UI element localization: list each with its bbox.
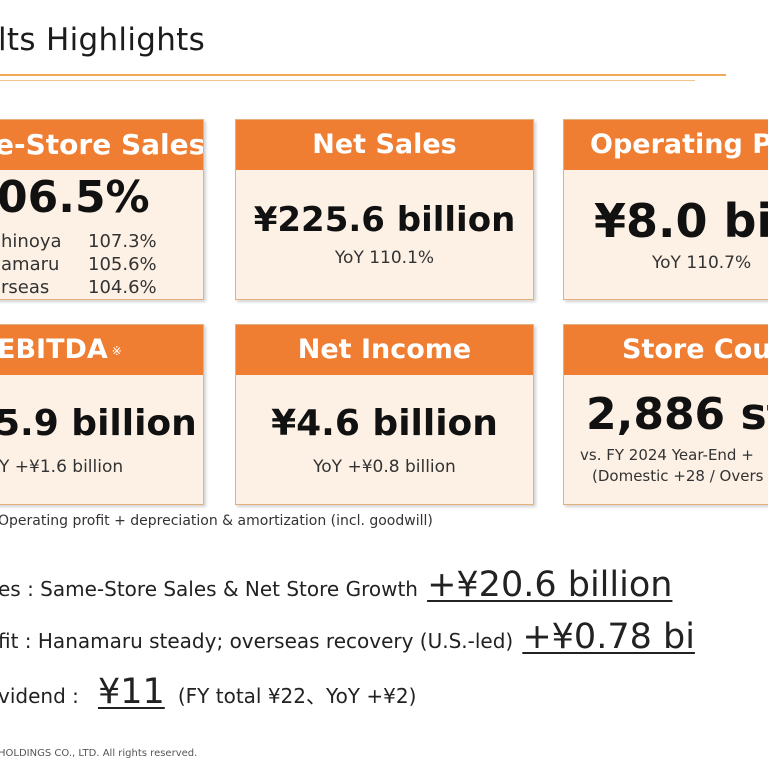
sub-brand-value-3: 104.6% (88, 277, 157, 298)
operating-profit-yoy: YoY 110.7% (652, 253, 752, 273)
operating-profit-card: Operating P ¥8.0 bil YoY 110.7% (563, 119, 768, 300)
copyright-footer: HOLDINGS CO., LTD. All rights reserved. (0, 748, 198, 759)
net-sales-yoy: YoY 110.1% (334, 248, 435, 268)
operating-profit-value: ¥8.0 bil (594, 194, 768, 248)
dividend-summary-value: ¥11 (97, 672, 165, 712)
sub-brand-value-2: 105.6% (88, 254, 157, 275)
store-count-change: vs. FY 2024 Year-End + (580, 446, 754, 464)
same-store-sales-value: 06.5% (0, 172, 150, 223)
sub-brand-name-3: rseas (1, 277, 50, 298)
net-income-yoy: YoY +¥0.8 billion (313, 457, 456, 477)
dividend-summary-detail: (FY total ¥22、YoY +¥2) (177, 684, 417, 708)
sales-summary-value: +¥20.6 billion (427, 565, 673, 605)
ebitda-yoy: Y +¥1.6 billion (0, 457, 124, 477)
net-sales-card: Net Sales ¥225.6 billion YoY 110.1% (235, 119, 534, 300)
sales-summary-label: es : Same-Store Sales & Net Store Growth (0, 577, 418, 601)
ebitda-header-label: EBITDA (0, 334, 108, 365)
ebitda-footnote: Operating profit + depreciation & amorti… (0, 513, 433, 529)
net-income-card: Net Income ¥4.6 billion YoY +¥0.8 billio… (235, 324, 534, 505)
ebitda-card: EBITDA ※ 5.9 billion Y +¥1.6 billion (0, 324, 204, 505)
profit-summary: fit : Hanamaru steady; overseas recovery… (0, 617, 695, 657)
store-count-breakdown: (Domestic +28 / Overs (592, 467, 764, 485)
title-underline-thin (0, 80, 695, 81)
same-store-sales-card: e-Store Sales 06.5% hinoya 107.3% amaru … (0, 119, 204, 300)
net-income-header: Net Income (236, 325, 533, 375)
dividend-summary: vidend : ¥11 (FY total ¥22、YoY +¥2) (0, 672, 416, 712)
profit-summary-value: +¥0.78 bi (522, 617, 695, 657)
store-count-value: 2,886 st (586, 389, 768, 440)
footnote-mark: ※ (111, 343, 122, 358)
ebitda-value: 5.9 billion (0, 403, 197, 444)
operating-profit-header: Operating P (564, 120, 768, 170)
net-income-value: ¥4.6 billion (271, 403, 498, 444)
sub-brand-name-1: hinoya (1, 231, 62, 252)
title-underline (0, 74, 726, 76)
store-count-card: Store Cou 2,886 st vs. FY 2024 Year-End … (563, 324, 768, 505)
net-sales-header: Net Sales (236, 120, 533, 170)
ebitda-header: EBITDA ※ (0, 325, 203, 375)
store-count-header: Store Cou (564, 325, 768, 375)
same-store-sales-header: e-Store Sales (0, 120, 203, 170)
dividend-summary-label: vidend : (0, 684, 79, 708)
profit-summary-label: fit : Hanamaru steady; overseas recovery… (0, 629, 514, 653)
sub-brand-name-2: amaru (1, 254, 60, 275)
sales-summary: es : Same-Store Sales & Net Store Growth… (0, 565, 672, 605)
sub-brand-value-1: 107.3% (88, 231, 157, 252)
net-sales-value: ¥225.6 billion (253, 200, 516, 240)
page-title: lts Highlights (0, 22, 206, 58)
